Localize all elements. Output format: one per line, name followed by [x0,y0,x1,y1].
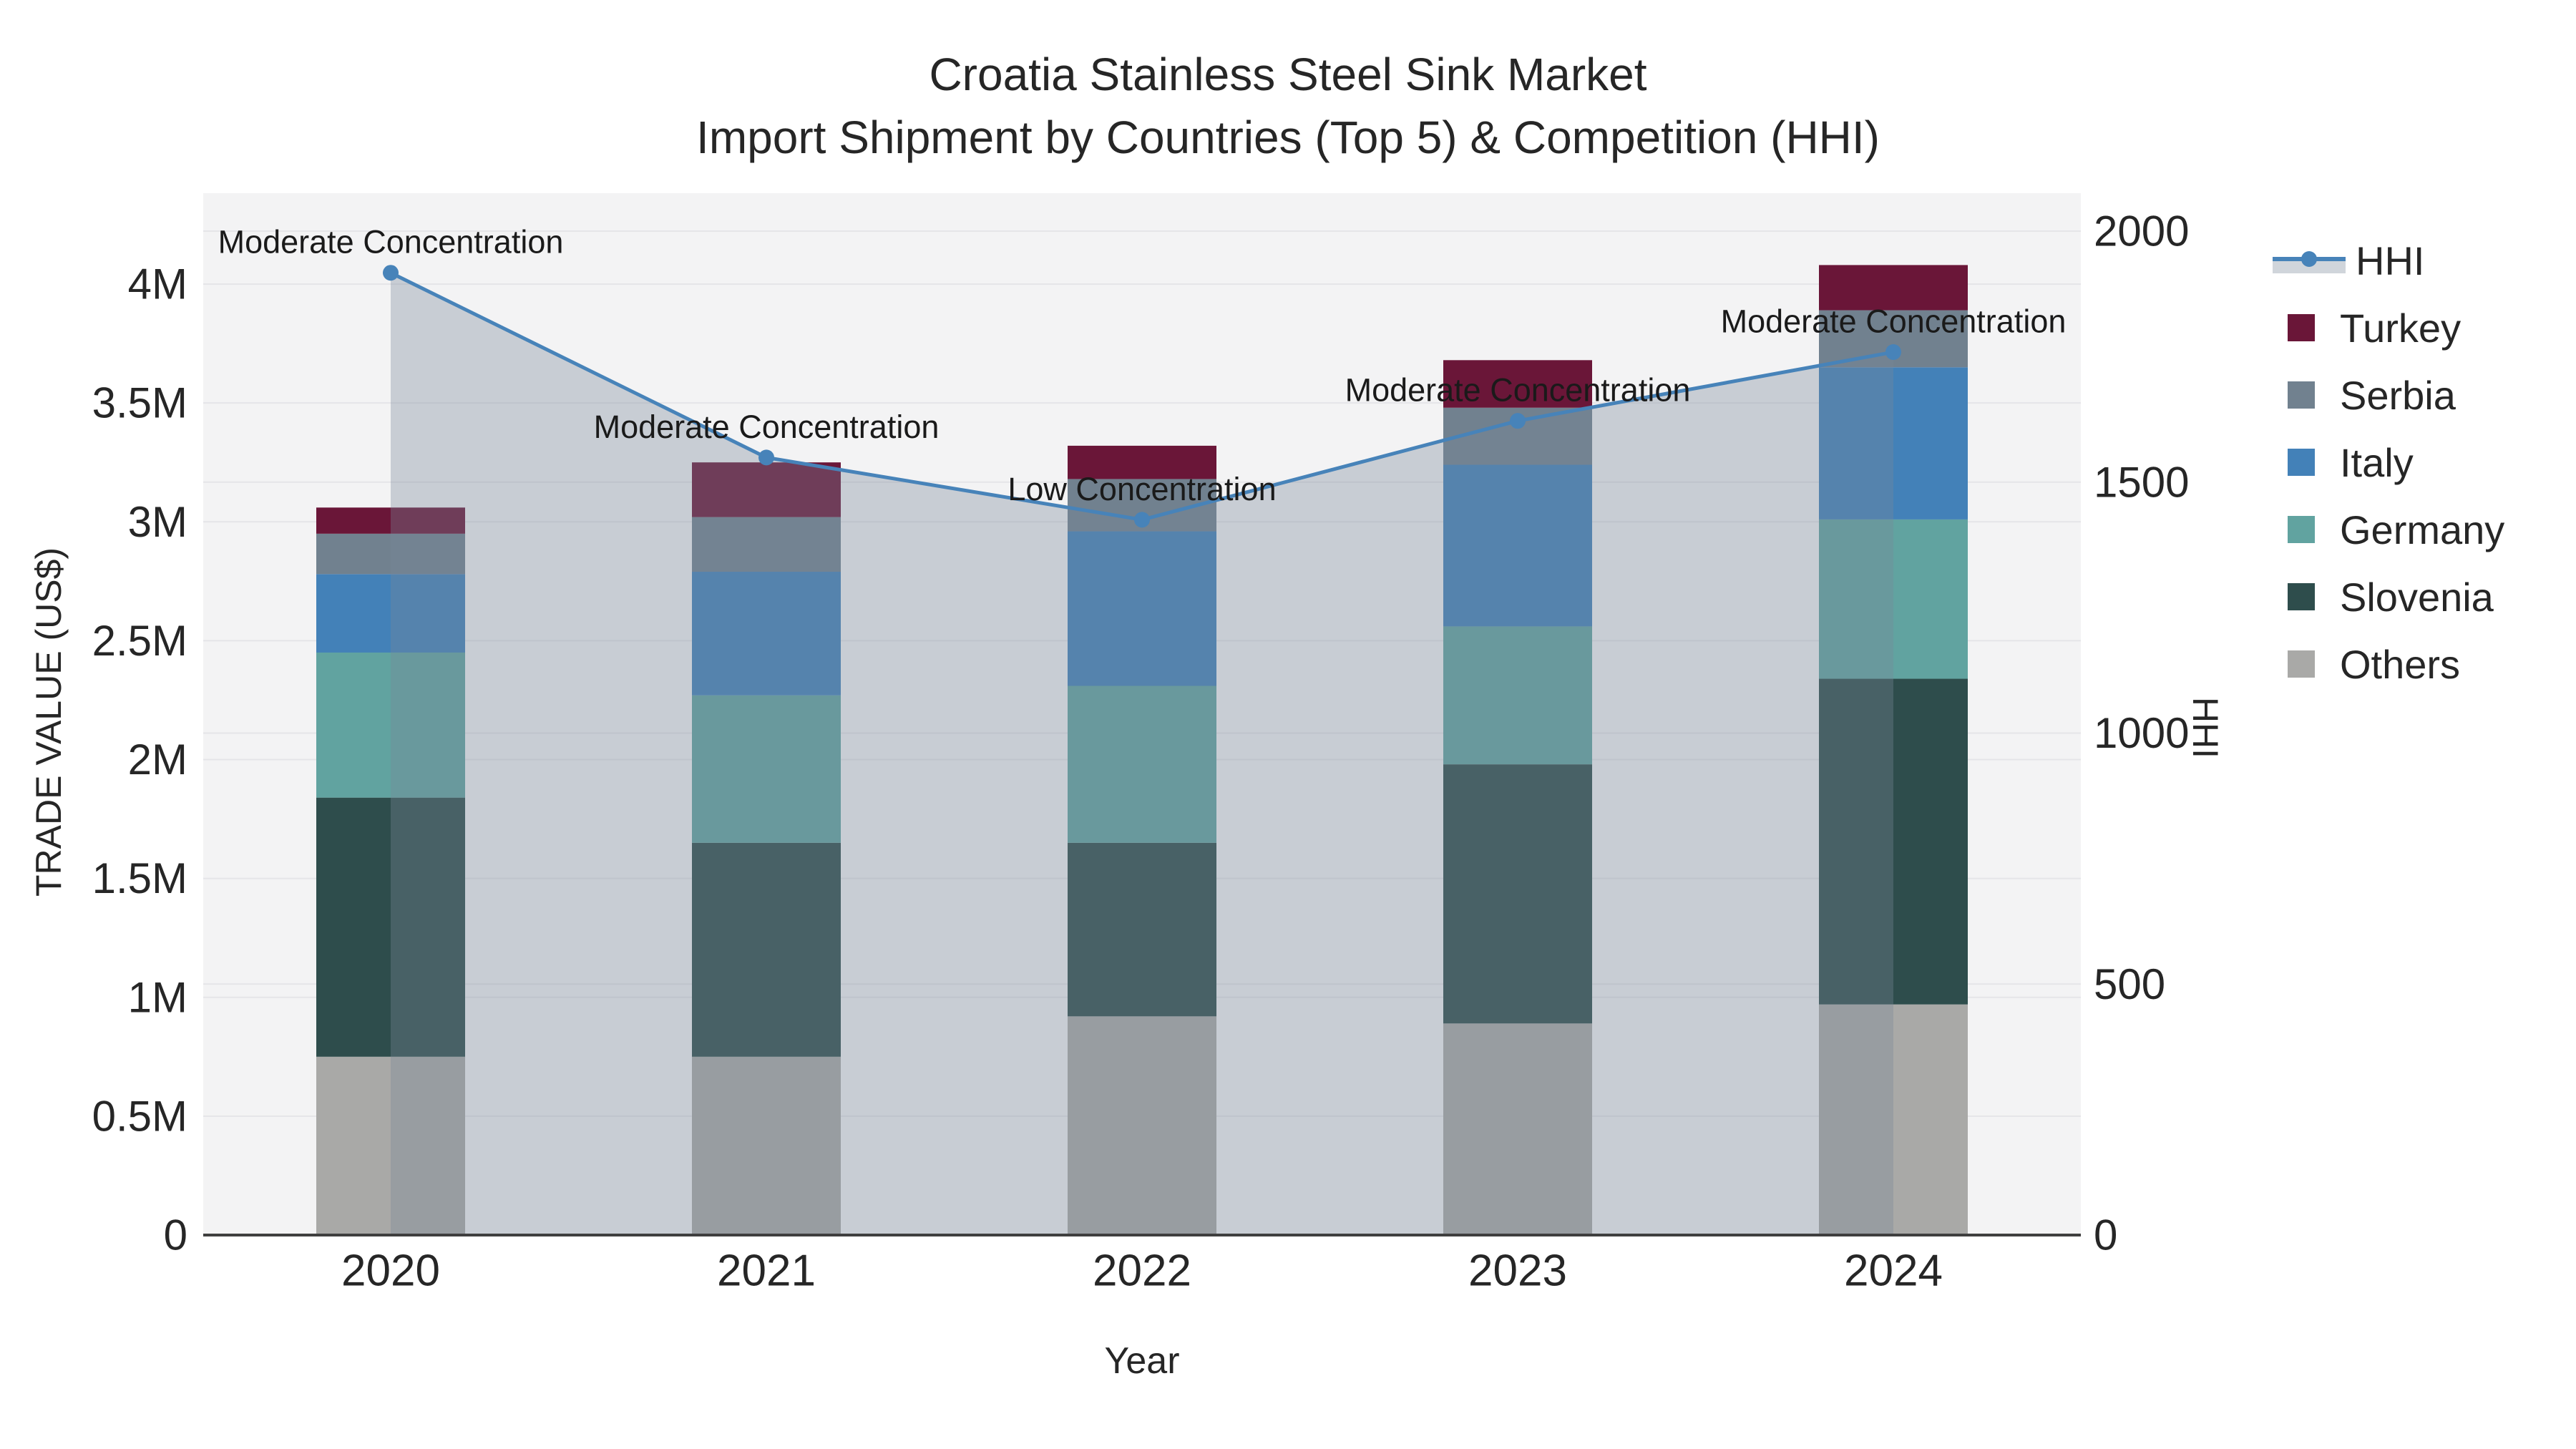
y-left-tick-label: 3M [128,498,187,546]
bar-segment-slovenia-2021 [692,842,841,1057]
legend-swatch-italy-icon [2288,449,2315,476]
y-left-tick-label: 4M [128,260,187,308]
legend-item-hhi[interactable]: HHI [2254,227,2504,294]
bar-segment-turkey-2020 [316,507,465,534]
chart-title: Croatia Stainless Steel Sink Market [929,49,1647,100]
bar-segment-serbia-2021 [692,517,841,572]
bar-segment-turkey-2024 [1819,265,1968,311]
annotation-2021: Moderate Concentration [594,409,940,445]
bar-segment-germany-2024 [1819,519,1968,679]
bar-segment-slovenia-2023 [1443,764,1592,1024]
y-right-tick-label: 0 [2094,1211,2117,1259]
legend-item-slovenia[interactable]: Slovenia [2254,563,2504,630]
annotation-2020: Moderate Concentration [218,224,564,260]
bar-segment-others-2022 [1068,1016,1216,1235]
bar-segment-germany-2020 [316,652,465,798]
legend-item-italy[interactable]: Italy [2254,429,2504,496]
legend-swatch-others-icon [2288,650,2315,678]
legend-label: Germany [2340,507,2505,552]
legend-item-turkey[interactable]: Turkey [2254,294,2504,361]
bar-segment-slovenia-2020 [316,797,465,1057]
legend: HHI Turkey Serbia Italy Germany Slovenia Other… [2254,227,2504,698]
bar-segment-italy-2024 [1819,367,1968,519]
annotation-2023: Moderate Concentration [1345,372,1691,409]
legend-swatch-serbia-icon [2288,381,2315,409]
y-left-tick-label: 0 [164,1211,187,1259]
bar-segment-turkey-2022 [1068,445,1216,479]
chart-subtitle: Import Shipment by Countries (Top 5) & C… [696,112,1880,163]
bar-segment-turkey-2023 [1443,360,1592,408]
y-right-tick-label: 2000 [2094,208,2189,255]
legend-swatch-turkey-icon [2288,314,2315,341]
y-left-tick-label: 0.5M [92,1092,187,1140]
x-tick-label: 2021 [717,1246,816,1296]
legend-swatch-germany-icon [2288,516,2315,543]
hhi-area-fill [391,273,1893,1235]
y-left-tick-label: 1.5M [92,854,187,902]
bar-segment-turkey-2021 [692,462,841,517]
legend-label: Italy [2340,439,2414,485]
legend-item-others[interactable]: Others [2254,630,2504,698]
legend-label: Others [2340,641,2461,687]
x-tick-label: 2023 [1468,1246,1567,1296]
legend-label: Turkey [2340,305,2462,351]
x-axis-title: Year [1104,1340,1180,1382]
hhi-marker-2022 [1134,512,1150,528]
bar-segment-slovenia-2024 [1819,678,1968,1005]
hhi-marker-2024 [1885,344,1901,361]
legend-swatch-slovenia-icon [2288,583,2315,610]
hhi-line-sample-icon [2273,251,2346,273]
annotation-2022: Low Concentration [1008,471,1276,507]
annotation-2024: Moderate Concentration [1721,303,2067,340]
legend-item-germany[interactable]: Germany [2254,496,2504,563]
y-left-tick-label: 1M [128,973,187,1021]
bar-segment-italy-2020 [316,574,465,653]
bar-segment-slovenia-2022 [1068,842,1216,1017]
y-left-tick-label: 2.5M [92,617,187,665]
legend-label: HHI [2356,238,2425,283]
y-right-tick-label: 500 [2094,960,2165,1008]
bar-segment-italy-2022 [1068,531,1216,686]
x-tick-label: 2022 [1093,1246,1191,1296]
bar-segment-others-2023 [1443,1023,1592,1235]
legend-item-serbia[interactable]: Serbia [2254,361,2504,429]
y-left-tick-label: 2M [128,736,187,784]
bar-segment-italy-2021 [692,572,841,696]
bar-segment-serbia-2020 [316,533,465,575]
y-right-tick-label: 1000 [2094,709,2189,757]
x-tick-label: 2024 [1844,1246,1943,1296]
y-left-tick-label: 3.5M [92,379,187,427]
legend-label: Slovenia [2340,574,2494,620]
hhi-marker-2021 [758,449,774,466]
bar-segment-germany-2023 [1443,626,1592,765]
hhi-marker-2023 [1510,413,1526,429]
bar-segment-others-2020 [316,1056,465,1235]
bar-segment-germany-2021 [692,695,841,843]
hhi-marker-2020 [383,265,399,281]
legend-label: Serbia [2340,372,2456,418]
bar-segment-others-2024 [1819,1004,1968,1235]
bar-segment-italy-2023 [1443,464,1592,627]
bar-segment-others-2021 [692,1056,841,1235]
chart-title-block: Croatia Stainless Steel Sink Market Impo… [0,43,2576,169]
x-tick-label: 2020 [341,1246,440,1296]
bar-segment-germany-2022 [1068,686,1216,843]
y-right-tick-label: 1500 [2094,458,2189,506]
